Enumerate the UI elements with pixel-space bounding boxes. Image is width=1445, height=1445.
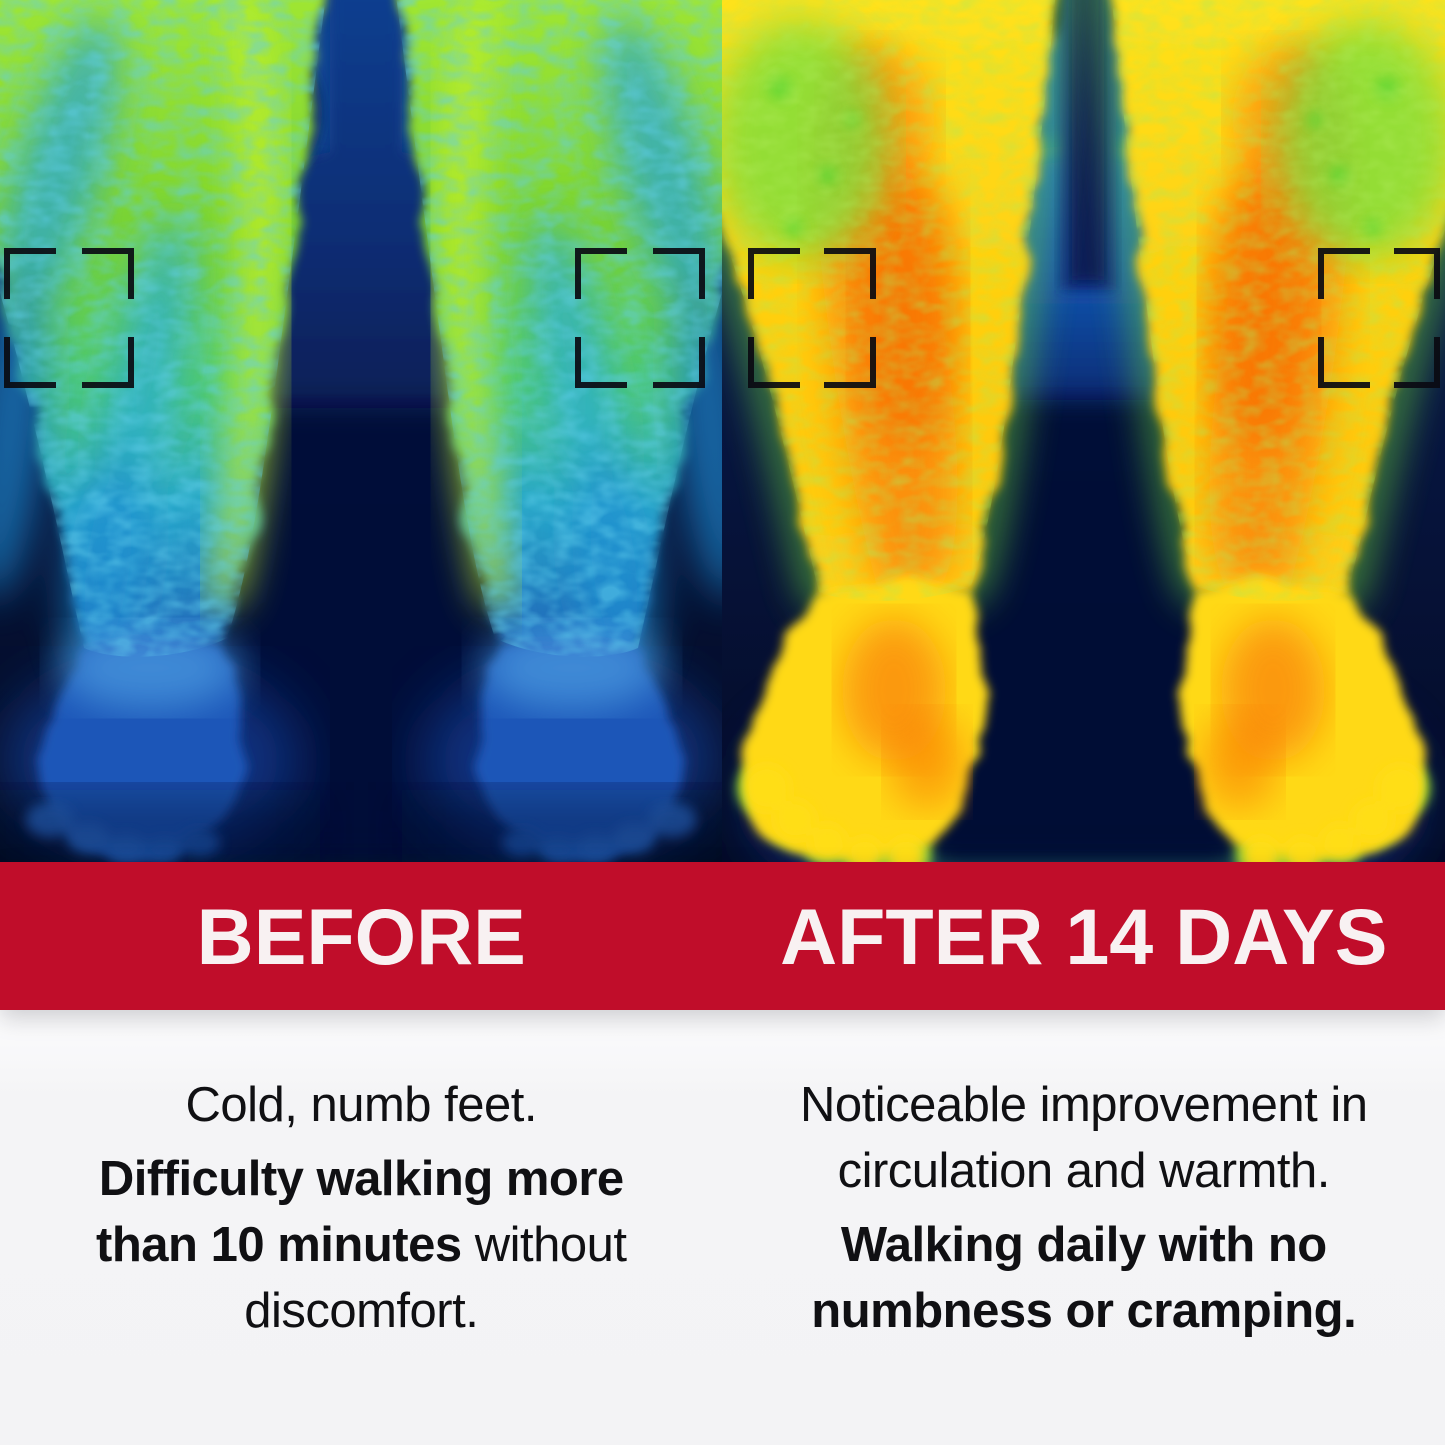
focus-bracket-icon <box>748 248 876 388</box>
captions-section: Cold, numb feet. Difficulty walking more… <box>0 1010 1445 1445</box>
after-caption-bold-text: Walking daily with no numbness or crampi… <box>811 1218 1357 1338</box>
comparison-banner: BEFORE AFTER 14 DAYS <box>0 862 1445 1010</box>
before-caption-rest-text: without discomfort. <box>244 1218 627 1338</box>
thermal-before-image <box>0 0 722 862</box>
thermal-panels <box>0 0 1445 862</box>
after-caption-intro-text: Noticeable improvement in circulation an… <box>799 1078 1368 1198</box>
after-caption: Noticeable improvement in circulation an… <box>723 1072 1445 1445</box>
before-caption-intro-text: Cold, numb feet. <box>185 1078 538 1132</box>
after-caption-detail: Walking daily with no numbness or crampi… <box>800 1212 1368 1344</box>
before-caption-detail: Difficulty walking more than 10 minutes … <box>77 1146 645 1344</box>
cold-legs <box>0 0 722 862</box>
after-caption-intro: Noticeable improvement in circulation an… <box>800 1072 1368 1204</box>
before-caption: Cold, numb feet. Difficulty walking more… <box>0 1072 723 1445</box>
after-label: AFTER 14 DAYS <box>780 891 1388 981</box>
focus-bracket-icon <box>4 248 134 388</box>
focus-bracket-icon <box>575 248 705 388</box>
warm-legs <box>722 0 1445 862</box>
thermal-before-panel <box>0 0 722 862</box>
before-caption-bold-text: Difficulty walking more than 10 minutes <box>96 1152 624 1272</box>
before-caption-intro: Cold, numb feet. <box>77 1072 645 1138</box>
focus-bracket-icon <box>1318 248 1440 388</box>
thermal-after-panel <box>722 0 1445 862</box>
before-label: BEFORE <box>196 891 526 981</box>
thermal-after-image <box>722 0 1445 862</box>
